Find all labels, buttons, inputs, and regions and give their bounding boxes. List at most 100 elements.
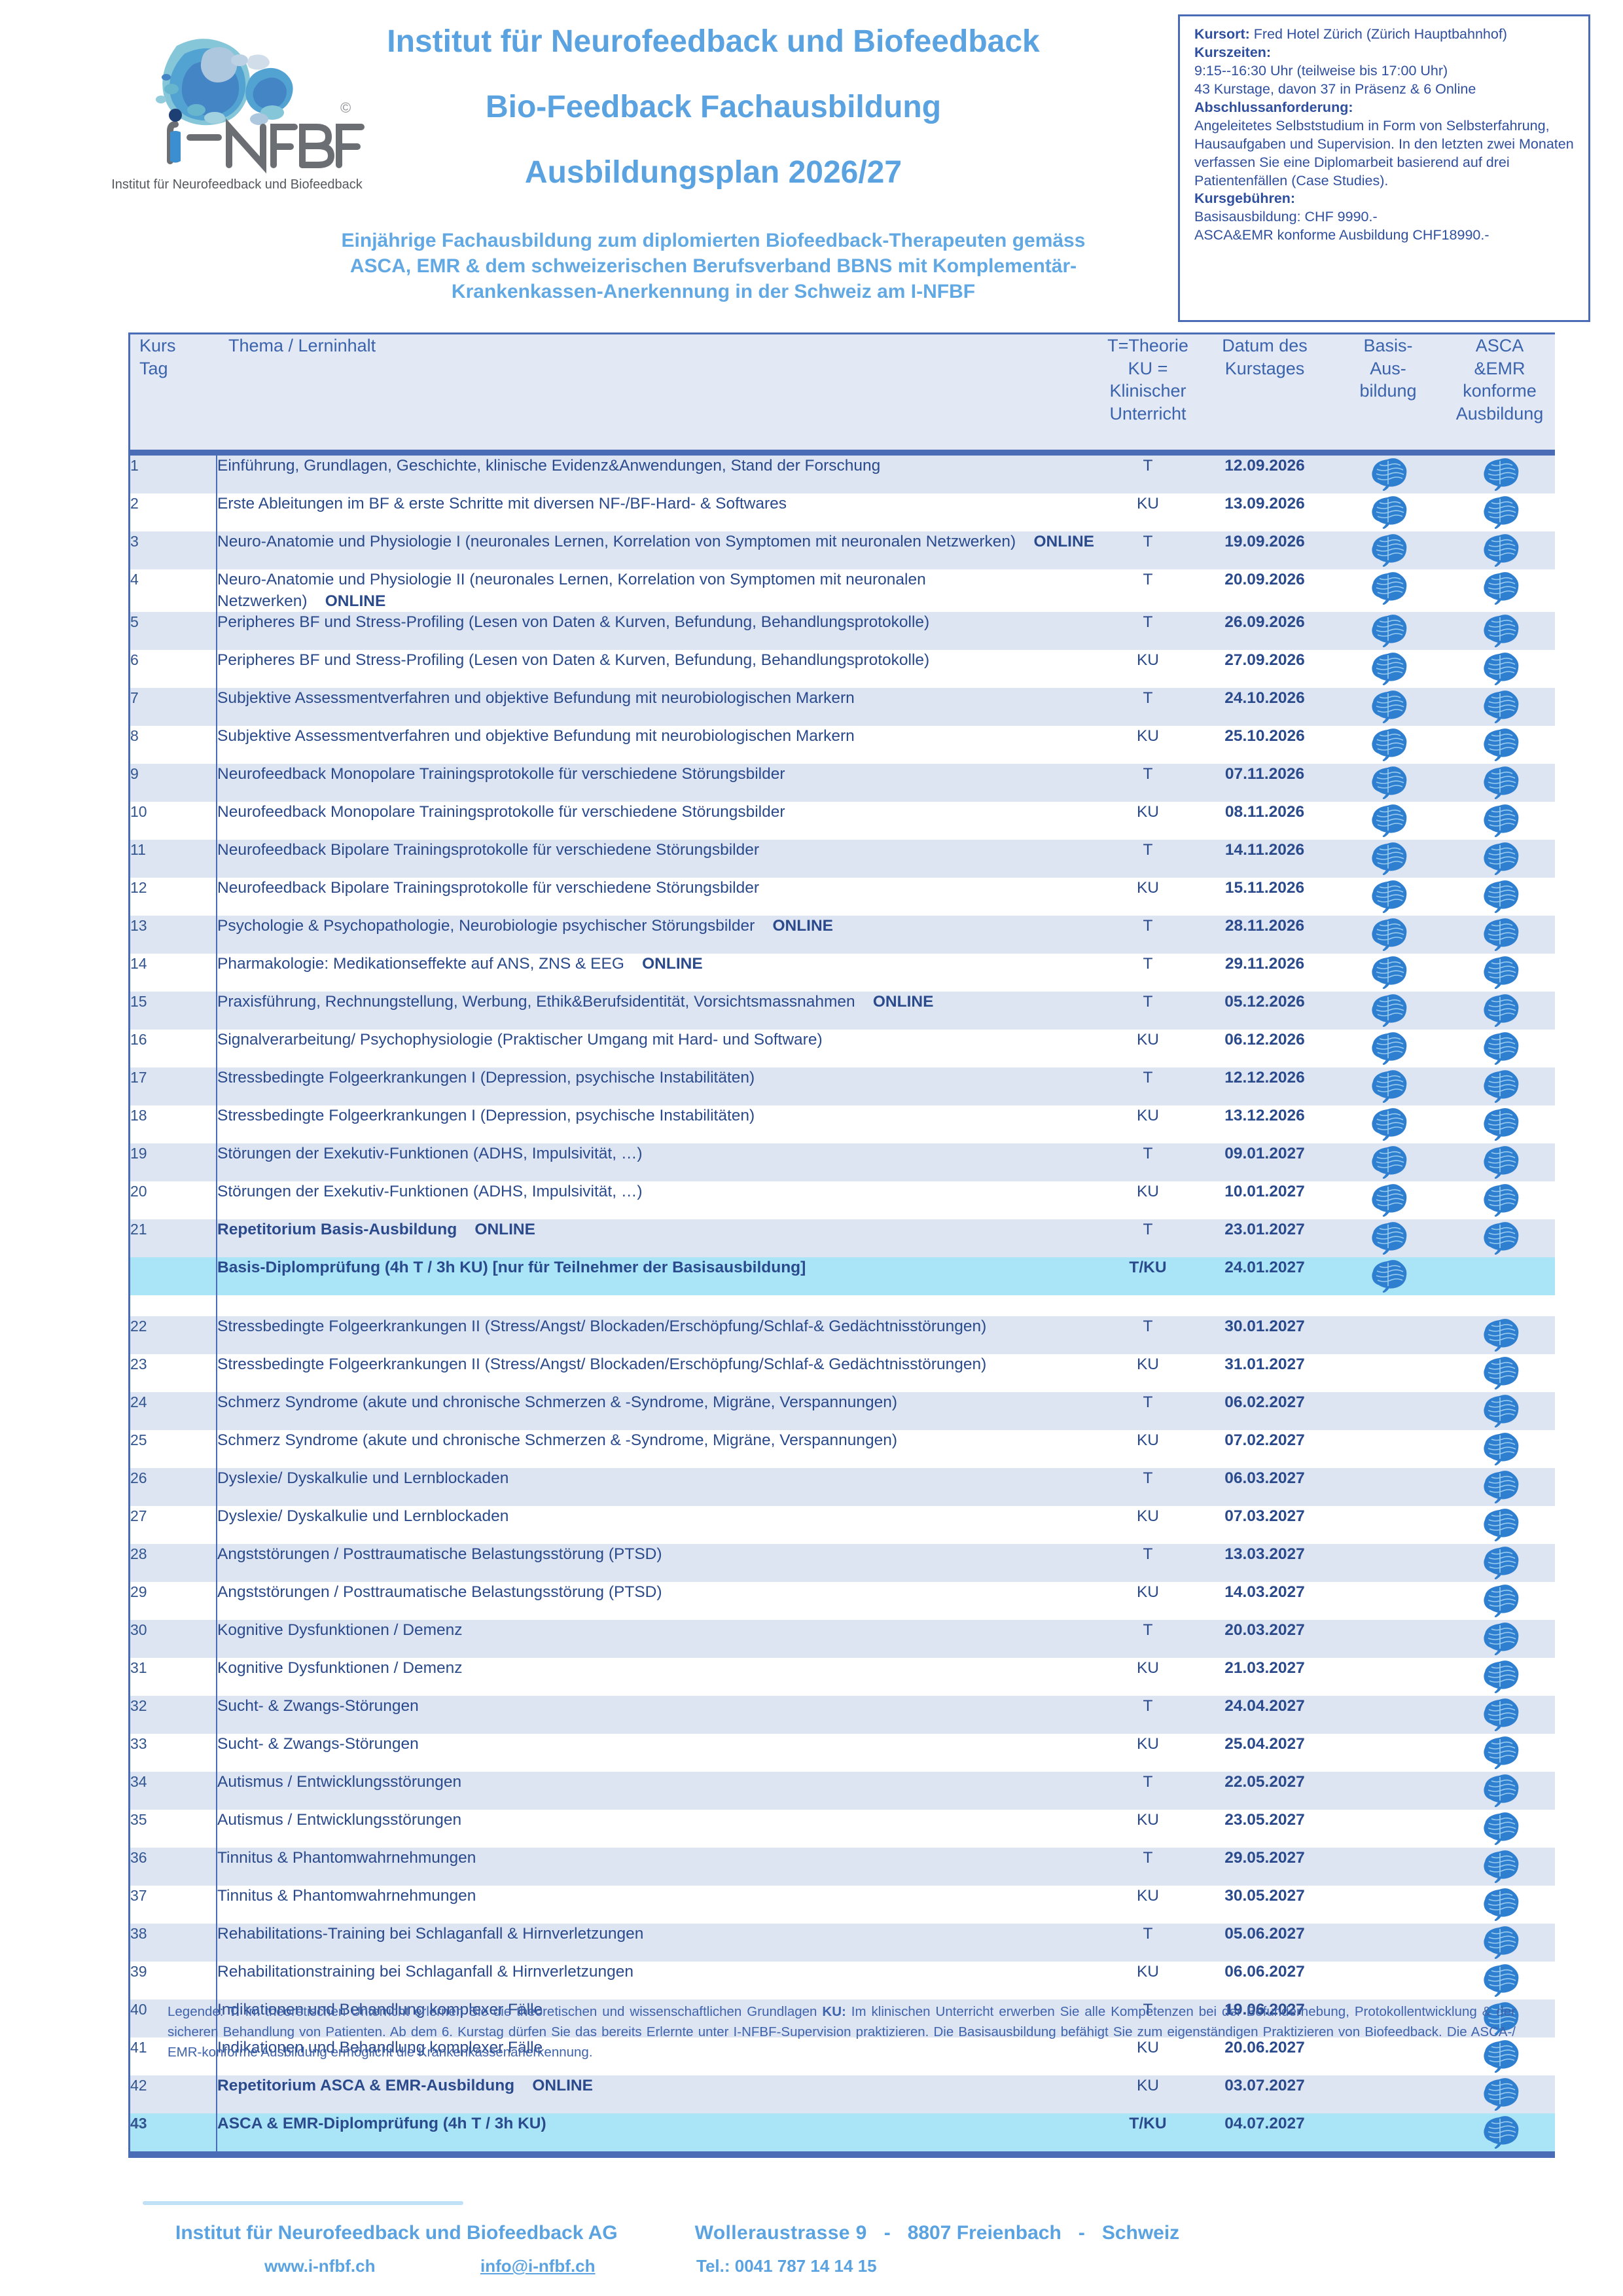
brain-icon	[1480, 992, 1520, 1030]
cell-basis-ausbildung	[1332, 569, 1444, 613]
cell-datum: 24.01.2027	[1198, 1257, 1332, 1296]
cell-kurstag: 25	[130, 1430, 217, 1469]
cell-kurstag: 38	[130, 1924, 217, 1962]
cell-datum: 22.05.2027	[1198, 1772, 1332, 1810]
thema-text: Angststörungen / Posttraumatische Belast…	[217, 1545, 662, 1564]
cell-datum: 09.01.2027	[1198, 1143, 1332, 1182]
cell-unterrichtsart: T	[1098, 612, 1198, 651]
cell-datum: 23.05.2027	[1198, 1810, 1332, 1848]
cell-kurstag: 12	[130, 878, 217, 916]
cell-unterrichtsart	[1098, 1295, 1198, 1317]
online-badge: ONLINE	[872, 993, 934, 1011]
cell-basis-ausbildung	[1332, 802, 1444, 840]
table-row: 14 Pharmakologie: Medikationseffekte auf …	[130, 954, 1555, 992]
info-kurszeiten-value2: 43 Kurstage, davon 37 in Präsenz & 6 Onl…	[1194, 81, 1476, 97]
online-badge: ONLINE	[1033, 533, 1095, 550]
thema-text: Sucht- & Zwangs-Störungen	[217, 1735, 419, 1753]
thema-text: Tinnitus & Phantomwahrnehmungen	[217, 1887, 476, 1905]
thema-text: Peripheres BF und Stress-Profiling (Lese…	[217, 651, 930, 670]
legend-t-text: Im theoretischen Unterricht erlernen Sie…	[240, 2004, 823, 2019]
brain-icon	[1368, 650, 1408, 688]
cell-unterrichtsart: T	[1098, 1696, 1198, 1734]
cell-unterrichtsart: T	[1098, 1772, 1198, 1810]
cell-asca-emr	[1444, 954, 1555, 992]
thema-text: Pharmakologie: Medikationseffekte auf AN…	[217, 955, 624, 973]
table-body: 1 Einführung, Grundlagen, Geschichte, kli…	[130, 456, 1555, 2152]
legend-prefix: Legende:	[168, 2004, 229, 2019]
online-badge: ONLINE	[532, 2077, 593, 2095]
thema-text: Peripheres BF und Stress-Profiling (Lese…	[217, 613, 930, 632]
cell-unterrichtsart: KU	[1098, 493, 1198, 531]
logo-copyright-glyph: ©	[340, 99, 351, 116]
cell-thema: Autismus / Entwicklungsstörungen	[216, 1772, 1098, 1810]
cell-kurstag: 4	[130, 569, 217, 613]
cell-unterrichtsart: KU	[1098, 1886, 1198, 1924]
cell-kurstag: 30	[130, 1620, 217, 1659]
thema-text: Schmerz Syndrome (akute und chronische S…	[217, 1393, 898, 1412]
cell-unterrichtsart: KU	[1098, 1105, 1198, 1144]
footer-separator-1: -	[883, 2222, 891, 2244]
cell-asca-emr	[1444, 1582, 1555, 1621]
footer-website-link[interactable]: www.i-nfbf.ch	[264, 2256, 376, 2276]
cell-asca-emr	[1444, 1848, 1555, 1886]
online-badge: ONLINE	[325, 592, 386, 610]
table-head: Kurs Tag Thema / Lerninhalt T=Theorie KU…	[130, 334, 1555, 456]
thema-text: Neurofeedback Bipolare Trainingsprotokol…	[217, 879, 760, 897]
cell-unterrichtsart: KU	[1098, 726, 1198, 764]
cell-thema: Schmerz Syndrome (akute und chronische S…	[216, 1392, 1098, 1431]
footer-email-link[interactable]: info@i-nfbf.ch	[480, 2256, 596, 2276]
table-row: 25 Schmerz Syndrome (akute und chronische…	[130, 1430, 1555, 1469]
cell-datum: 13.12.2026	[1198, 1105, 1332, 1144]
thema-text: Störungen der Exekutiv-Funktionen (ADHS,…	[217, 1183, 643, 1201]
cell-unterrichtsart: T/KU	[1098, 1257, 1198, 1296]
table-row: 3 Neuro-Anatomie und Physiologie I (neuro…	[130, 531, 1555, 569]
cell-asca-emr	[1444, 1962, 1555, 2000]
cell-unterrichtsart: T	[1098, 2000, 1198, 2038]
cell-kurstag: 15	[130, 992, 217, 1030]
cell-thema: Angststörungen / Posttraumatische Belast…	[216, 1544, 1098, 1583]
cell-asca-emr	[1444, 650, 1555, 689]
cell-asca-emr	[1444, 726, 1555, 764]
cell-basis-ausbildung	[1332, 688, 1444, 726]
table-row: 39 Rehabilitationstraining bei Schlaganfa…	[130, 1962, 1555, 2000]
cell-thema: Indikationen und Behandlung komplexer Fä…	[216, 2037, 1098, 2076]
col-header-basis-ausbildung: Basis- Aus- bildung	[1332, 334, 1444, 450]
cell-thema: Kognitive Dysfunktionen / Demenz	[216, 1658, 1098, 1696]
info-abschluss-label: Abschlussanforderung:	[1194, 99, 1353, 115]
brain-icon	[1480, 1316, 1520, 1354]
thema-text: Indikationen und Behandlung komplexer Fä…	[217, 2039, 543, 2057]
cell-unterrichtsart: KU	[1098, 1354, 1198, 1393]
table-row: 26 Dyslexie/ Dyskalkulie und Lernblockade…	[130, 1468, 1555, 1507]
brain-icon	[1480, 2113, 1520, 2151]
cell-kurstag: 24	[130, 1392, 217, 1431]
brain-icon	[1480, 1924, 1520, 1962]
brain-icon	[1480, 1030, 1520, 1067]
brain-icon	[1480, 1506, 1520, 1544]
table-row: 28 Angststörungen / Posttraumatische Bela…	[130, 1544, 1555, 1583]
cell-kurstag: 37	[130, 1886, 217, 1924]
brain-icon	[1368, 531, 1408, 569]
cell-basis-ausbildung	[1332, 650, 1444, 689]
cell-datum: 13.09.2026	[1198, 493, 1332, 531]
cell-datum: 21.03.2027	[1198, 1658, 1332, 1696]
brain-icon	[1480, 1392, 1520, 1430]
cell-unterrichtsart: T	[1098, 1924, 1198, 1962]
cell-basis-ausbildung	[1332, 1181, 1444, 1220]
cell-unterrichtsart: T	[1098, 1316, 1198, 1355]
cell-kurstag	[130, 1295, 217, 1317]
brain-icon	[1368, 954, 1408, 992]
brain-icon	[1480, 1143, 1520, 1181]
footer-separator-2: -	[1078, 2222, 1085, 2244]
cell-basis-ausbildung	[1332, 764, 1444, 802]
table-row: 5 Peripheres BF und Stress-Profiling (Les…	[130, 612, 1555, 651]
cell-kurstag: 5	[130, 612, 217, 651]
online-badge: ONLINE	[772, 917, 834, 935]
cell-thema: Kognitive Dysfunktionen / Demenz	[216, 1620, 1098, 1659]
page-subtitle-2: Ausbildungsplan 2026/27	[524, 155, 902, 190]
cell-thema: Tinnitus & Phantomwahrnehmungen	[216, 1886, 1098, 1924]
cell-unterrichtsart: KU	[1098, 1506, 1198, 1545]
cell-datum: 29.05.2027	[1198, 1848, 1332, 1886]
brain-icon	[1480, 1582, 1520, 1620]
cell-basis-ausbildung	[1332, 1582, 1444, 1621]
cell-unterrichtsart: KU	[1098, 1030, 1198, 1068]
